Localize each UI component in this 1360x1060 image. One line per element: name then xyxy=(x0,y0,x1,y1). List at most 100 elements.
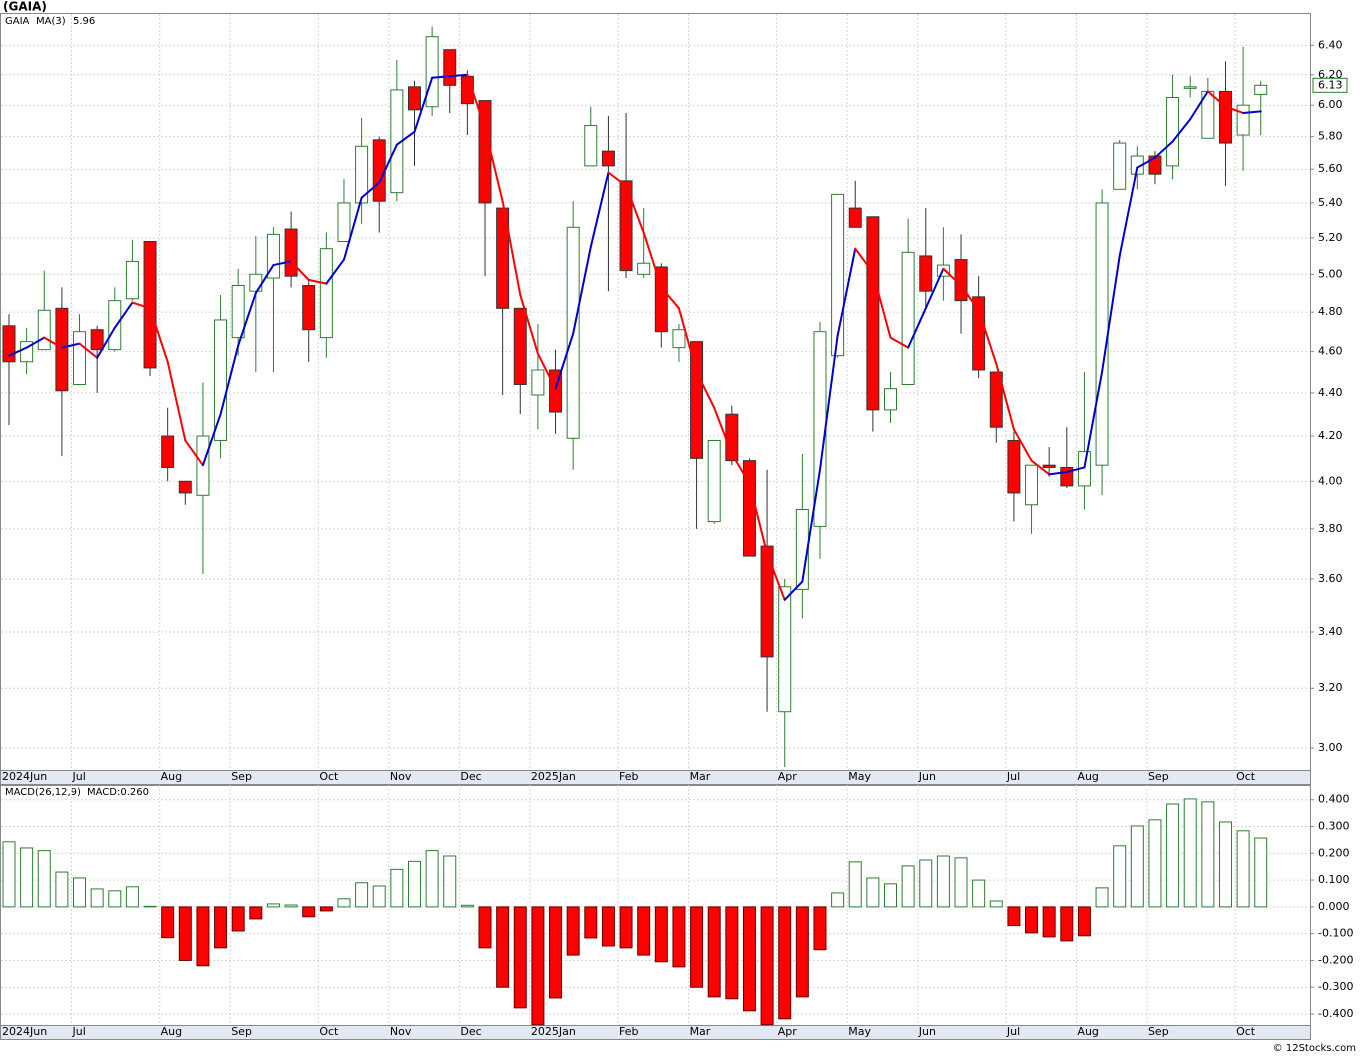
y-tick-label: 5.00 xyxy=(1318,267,1343,280)
x-tick-label: Dec xyxy=(460,1025,481,1038)
macd-bar xyxy=(1077,906,1091,937)
last-price-label: 6.13 xyxy=(1318,78,1343,91)
x-tick-label: Feb xyxy=(619,770,638,783)
ma-segment xyxy=(43,336,63,349)
candle-body xyxy=(513,307,527,385)
y-tick-label: 4.40 xyxy=(1318,386,1343,399)
y-tick-label: 3.40 xyxy=(1318,625,1343,638)
ma-segment xyxy=(378,143,398,184)
candle-body xyxy=(707,439,721,523)
candle-body xyxy=(831,193,845,357)
ma-segment xyxy=(342,196,363,261)
macd-bar xyxy=(319,906,333,912)
ma-segment xyxy=(166,360,187,442)
macd-bar xyxy=(266,903,280,908)
ma-segment xyxy=(201,413,222,467)
ma-segment xyxy=(730,452,751,485)
ma-segment xyxy=(1012,428,1033,462)
macd-bar xyxy=(443,855,457,908)
ma-segment xyxy=(484,127,504,203)
candle-body xyxy=(972,296,986,371)
x-tick-label: Aug xyxy=(1077,1025,1098,1038)
ma-segment xyxy=(924,267,945,310)
macd-bar xyxy=(1148,819,1162,908)
candle-body xyxy=(125,260,139,300)
candle-body xyxy=(214,319,228,441)
candle-body xyxy=(866,216,880,411)
macd-bar xyxy=(813,906,827,951)
y-tick-label: 4.20 xyxy=(1318,429,1343,442)
candle-body xyxy=(73,331,87,385)
ma-segment xyxy=(395,130,416,146)
macd-bar xyxy=(742,906,756,1012)
candle-body xyxy=(690,341,704,459)
ma-segment xyxy=(1083,371,1104,469)
macd-bar xyxy=(390,868,404,908)
candle-body xyxy=(178,480,192,494)
macd-bar xyxy=(496,906,510,988)
candle-body xyxy=(443,49,457,86)
x-tick-label: 2024Jun xyxy=(2,770,47,783)
macd-bar xyxy=(1060,906,1074,942)
ma-segment xyxy=(466,73,487,130)
candle-body xyxy=(372,139,386,202)
ma-segment xyxy=(572,245,592,335)
x-tick-label: Dec xyxy=(460,770,481,783)
candle-body xyxy=(143,241,157,369)
candle-body xyxy=(496,207,510,309)
macd-bar xyxy=(478,906,492,949)
macd-bar xyxy=(1007,906,1021,927)
y-tick-label: 6.00 xyxy=(1318,98,1343,111)
macd-bar xyxy=(566,906,580,956)
macd-bar xyxy=(214,906,228,949)
legend-symbol: GAIA xyxy=(5,16,30,27)
ma-segment xyxy=(413,76,434,133)
y-tick-label: 0.100 xyxy=(1318,873,1350,886)
ma-segment xyxy=(1065,466,1086,474)
macd-bar xyxy=(143,905,157,908)
ma-segment xyxy=(149,307,169,363)
y-tick-label: 0.000 xyxy=(1318,900,1350,913)
macd-bar xyxy=(55,871,69,908)
macd-bar xyxy=(161,906,175,939)
legend-ma-value: 5.96 xyxy=(73,16,95,27)
ma-segment xyxy=(625,184,645,234)
macd-bar xyxy=(372,885,386,908)
candle-body xyxy=(619,180,633,272)
ma-segment xyxy=(607,171,628,187)
x-tick-label: Oct xyxy=(319,770,339,783)
candle-body xyxy=(284,228,298,277)
candle-body xyxy=(1042,464,1056,468)
y-tick-label: 3.80 xyxy=(1318,522,1343,535)
macd-bar xyxy=(1254,837,1268,908)
macd-bar xyxy=(125,886,139,908)
candle-body xyxy=(1236,104,1250,136)
candle-body xyxy=(637,262,651,275)
candle-body xyxy=(249,273,263,292)
macd-bar xyxy=(1218,821,1232,908)
macd-value: MACD:0.260 xyxy=(87,787,149,798)
ma-segment xyxy=(836,247,857,337)
ma-segment xyxy=(8,346,28,357)
ma-segment xyxy=(660,286,680,310)
ma-segment xyxy=(1242,110,1262,114)
candle-body xyxy=(531,369,545,396)
ma-segment xyxy=(501,200,522,296)
ma-segment xyxy=(536,352,557,390)
ma-segment xyxy=(995,362,1015,431)
ma-segment xyxy=(1153,140,1174,159)
candle-body xyxy=(989,371,1003,428)
macd-bar xyxy=(1236,830,1250,908)
candle-body xyxy=(601,150,615,167)
ma-segment xyxy=(801,468,821,583)
ma-segment xyxy=(1171,118,1192,143)
macd-bar xyxy=(249,906,263,920)
candle-body xyxy=(584,125,598,167)
ma-segment xyxy=(960,284,980,312)
macd-bar xyxy=(407,860,421,908)
macd-bar xyxy=(637,906,651,956)
y-tick-label: 3.60 xyxy=(1318,572,1343,585)
macd-bar xyxy=(549,906,563,999)
candle-body xyxy=(161,435,175,468)
candle-body xyxy=(672,329,686,349)
